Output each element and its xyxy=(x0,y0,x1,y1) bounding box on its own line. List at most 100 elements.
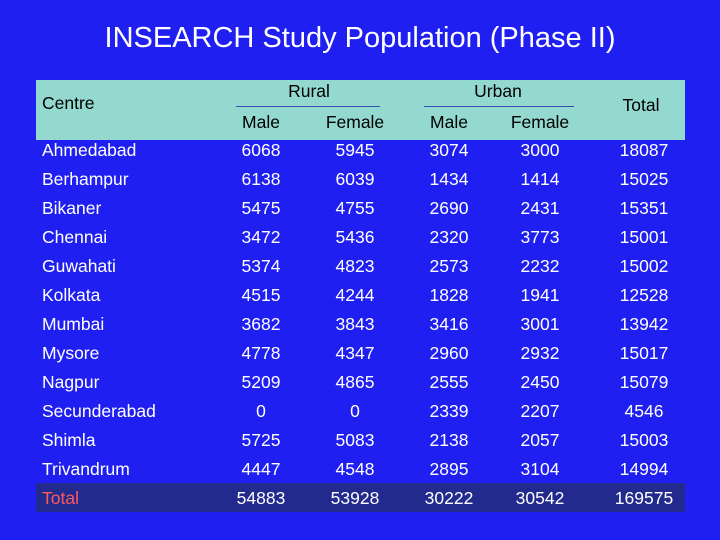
rural-female-value: 5945 xyxy=(335,140,375,160)
header-total: Total xyxy=(622,95,660,115)
table-row: Mysore 4778 4347 2960 2932 15017 xyxy=(36,338,685,367)
table-row: Shimla 5725 5083 2138 2057 15003 xyxy=(36,425,685,454)
header-centre: Centre xyxy=(42,93,95,113)
table-row: Berhampur 6138 6039 1434 1414 15025 xyxy=(36,164,685,193)
total-value: 169575 xyxy=(614,488,674,508)
total-value: 15001 xyxy=(619,227,669,247)
table-row: Bikaner 5475 4755 2690 2431 15351 xyxy=(36,193,685,222)
urban-male-value: 3416 xyxy=(429,314,469,334)
rural-female-value: 5436 xyxy=(335,227,375,247)
rural-female-value: 53928 xyxy=(330,488,380,508)
urban-header-rule xyxy=(424,106,574,107)
rural-female-value: 4755 xyxy=(335,198,375,218)
urban-female-value: 3000 xyxy=(520,140,560,160)
total-value: 15079 xyxy=(619,372,669,392)
urban-male-value: 2895 xyxy=(429,459,469,479)
total-value: 15002 xyxy=(619,256,669,276)
total-value: 15003 xyxy=(619,430,669,450)
table-row: Guwahati 5374 4823 2573 2232 15002 xyxy=(36,251,685,280)
centre-name: Mumbai xyxy=(42,314,105,334)
centre-name: Shimla xyxy=(42,430,96,450)
rural-male-value: 5475 xyxy=(241,198,281,218)
table-row: Chennai 3472 5436 2320 3773 15001 xyxy=(36,222,685,251)
rural-female-value: 3843 xyxy=(335,314,375,334)
urban-male-value: 3074 xyxy=(429,140,469,160)
rural-male-value: 4778 xyxy=(241,343,281,363)
urban-male-value: 2573 xyxy=(429,256,469,276)
rural-male-value: 54883 xyxy=(236,488,286,508)
urban-male-value: 1434 xyxy=(429,169,469,189)
urban-female-value: 2431 xyxy=(520,198,560,218)
centre-name: Bikaner xyxy=(42,198,102,218)
centre-name: Trivandrum xyxy=(42,459,130,479)
header-rural-male: Male xyxy=(242,112,280,132)
rural-male-value: 5725 xyxy=(241,430,281,450)
urban-female-value: 2450 xyxy=(520,372,560,392)
rural-male-value: 3682 xyxy=(241,314,281,334)
table-row: Mumbai 3682 3843 3416 3001 13942 xyxy=(36,309,685,338)
table-header: Centre Rural Urban Total Male Female Mal… xyxy=(36,80,685,140)
urban-female-value: 1414 xyxy=(520,169,560,189)
urban-female-value: 2207 xyxy=(520,401,560,421)
rural-header-rule xyxy=(236,106,380,107)
centre-name: Kolkata xyxy=(42,285,101,305)
rural-male-value: 5374 xyxy=(241,256,281,276)
table-row: Nagpur 5209 4865 2555 2450 15079 xyxy=(36,367,685,396)
urban-female-value: 2932 xyxy=(520,343,560,363)
centre-name: Nagpur xyxy=(42,372,100,392)
population-table: Centre Rural Urban Total Male Female Mal… xyxy=(36,80,685,512)
rural-male-value: 0 xyxy=(256,401,266,421)
urban-male-value: 2138 xyxy=(429,430,469,450)
urban-female-value: 1941 xyxy=(520,285,560,305)
table-row: Kolkata 4515 4244 1828 1941 12528 xyxy=(36,280,685,309)
total-value: 15017 xyxy=(619,343,669,363)
urban-female-value: 2232 xyxy=(520,256,560,276)
header-urban-female: Female xyxy=(510,112,570,132)
centre-name: Berhampur xyxy=(42,169,129,189)
table-row: Ahmedabad 6068 5945 3074 3000 18087 xyxy=(36,135,685,164)
urban-male-value: 2320 xyxy=(429,227,469,247)
total-value: 18087 xyxy=(619,140,669,160)
rural-male-value: 5209 xyxy=(241,372,281,392)
centre-name: Total xyxy=(42,488,79,508)
slide-title: INSEARCH Study Population (Phase II) xyxy=(104,22,616,54)
urban-female-value: 2057 xyxy=(520,430,560,450)
centre-name: Secunderabad xyxy=(42,401,156,421)
total-value: 15351 xyxy=(619,198,669,218)
urban-male-value: 2555 xyxy=(429,372,469,392)
rural-male-value: 6068 xyxy=(241,140,281,160)
total-value: 15025 xyxy=(619,169,669,189)
header-rural: Rural xyxy=(288,81,330,101)
centre-name: Guwahati xyxy=(42,256,116,276)
rural-female-value: 5083 xyxy=(335,430,375,450)
urban-female-value: 3001 xyxy=(520,314,560,334)
total-value: 12528 xyxy=(619,285,669,305)
rural-female-value: 6039 xyxy=(335,169,375,189)
urban-male-value: 30222 xyxy=(424,488,474,508)
total-value: 13942 xyxy=(619,314,669,334)
total-row: Total 54883 53928 30222 30542 169575 xyxy=(36,483,685,512)
rural-female-value: 4865 xyxy=(335,372,375,392)
table-row: Trivandrum 4447 4548 2895 3104 14994 xyxy=(36,454,685,483)
total-value: 14994 xyxy=(619,459,669,479)
header-urban: Urban xyxy=(474,81,522,101)
header-rural-female: Female xyxy=(325,112,385,132)
rural-female-value: 4244 xyxy=(335,285,375,305)
rural-male-value: 4515 xyxy=(241,285,281,305)
rural-female-value: 4347 xyxy=(335,343,375,363)
urban-male-value: 2339 xyxy=(429,401,469,421)
header-urban-male: Male xyxy=(430,112,468,132)
urban-female-value: 3773 xyxy=(520,227,560,247)
urban-male-value: 2690 xyxy=(429,198,469,218)
total-value: 4546 xyxy=(624,401,664,421)
rural-male-value: 4447 xyxy=(241,459,281,479)
table-row: Secunderabad 0 0 2339 2207 4546 xyxy=(36,396,685,425)
rural-female-value: 4823 xyxy=(335,256,375,276)
rural-male-value: 6138 xyxy=(241,169,281,189)
centre-name: Ahmedabad xyxy=(42,140,137,160)
rural-female-value: 4548 xyxy=(335,459,375,479)
urban-female-value: 3104 xyxy=(520,459,560,479)
centre-name: Chennai xyxy=(42,227,108,247)
urban-male-value: 1828 xyxy=(429,285,469,305)
rural-male-value: 3472 xyxy=(241,227,281,247)
